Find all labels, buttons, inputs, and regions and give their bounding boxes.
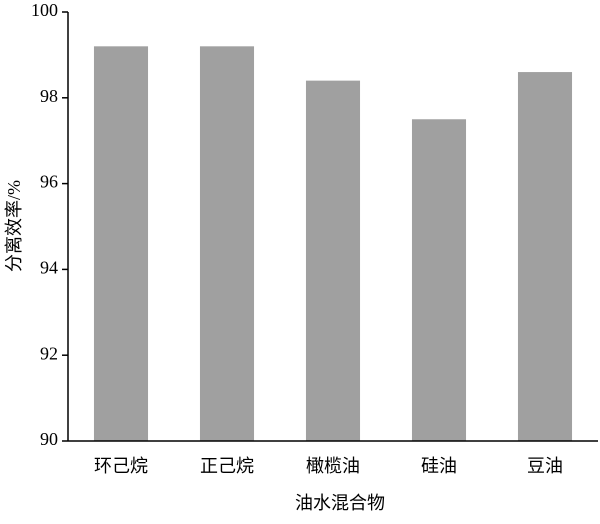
x-tick-label: 环己烷 — [94, 456, 148, 476]
x-tick-label: 豆油 — [527, 456, 563, 476]
y-tick-label: 96 — [40, 172, 58, 192]
y-tick-label: 98 — [40, 86, 58, 106]
bar — [517, 72, 573, 441]
bar — [411, 119, 467, 441]
y-tick-label: 94 — [40, 258, 58, 278]
bar — [199, 46, 255, 441]
y-tick-label: 92 — [40, 343, 58, 363]
x-axis-label: 油水混合物 — [295, 493, 385, 513]
bar — [93, 46, 149, 441]
x-tick-label: 正己烷 — [200, 456, 254, 476]
y-axis-label: 分离效率/% — [4, 180, 24, 272]
x-tick-label: 橄榄油 — [306, 456, 360, 476]
y-tick-label: 100 — [31, 0, 58, 20]
y-tick-label: 90 — [40, 429, 58, 449]
x-tick-label: 硅油 — [421, 456, 457, 476]
bar — [305, 80, 361, 441]
